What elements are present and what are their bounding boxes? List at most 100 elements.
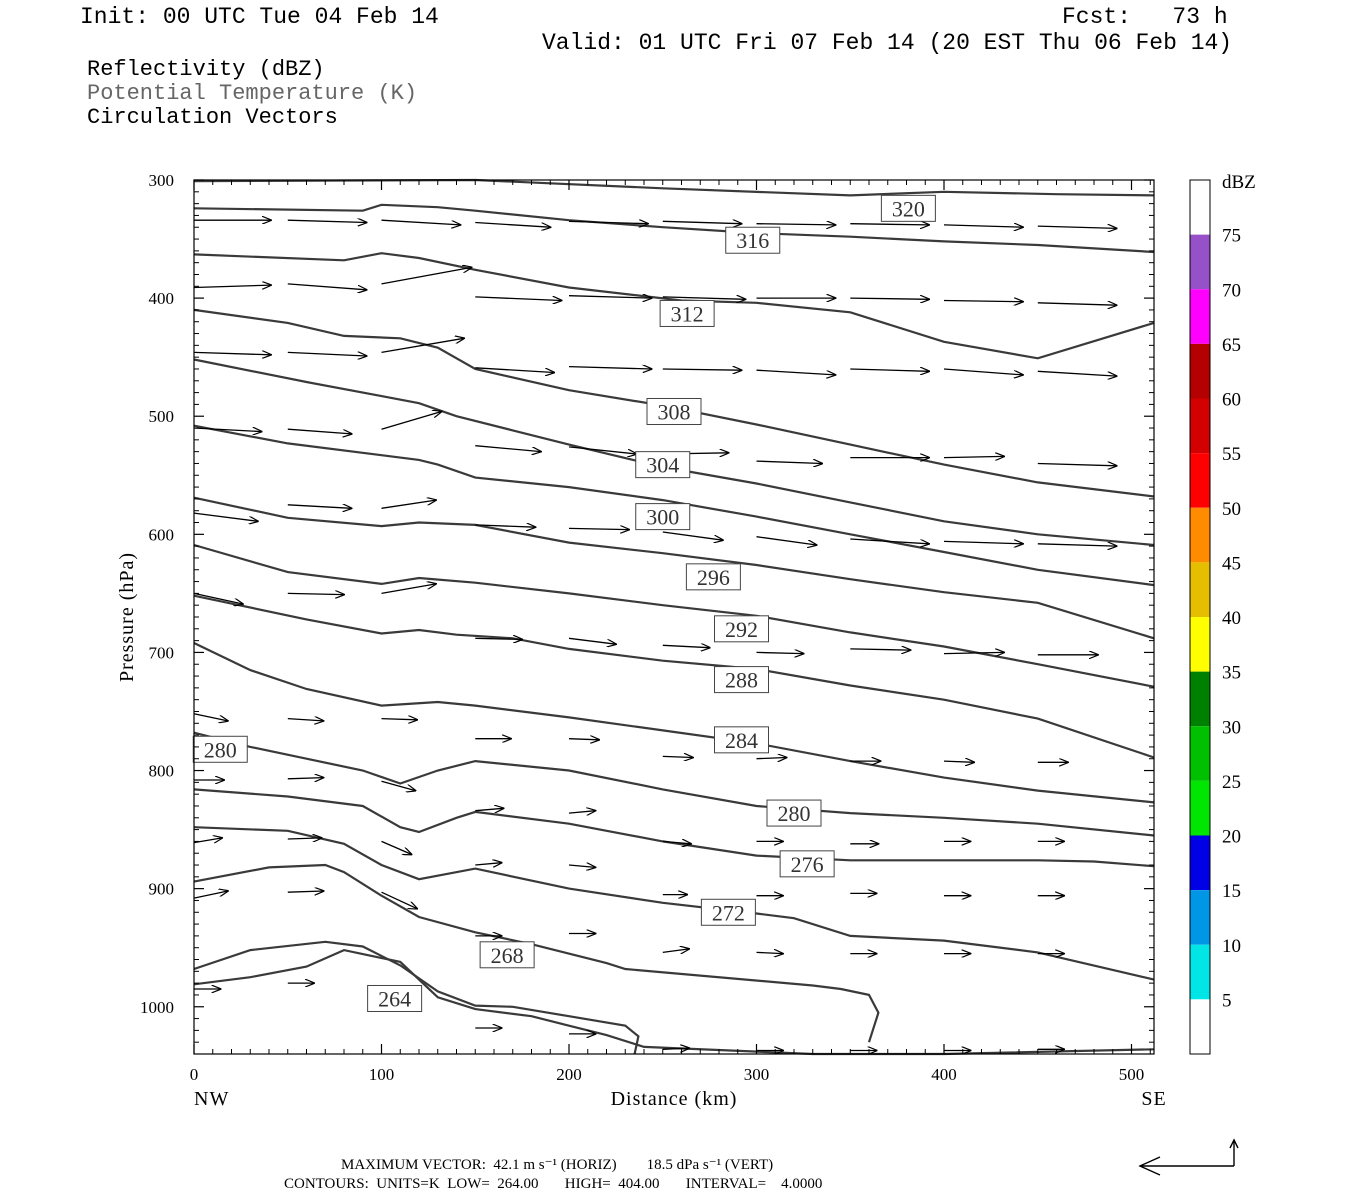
colorbar-level-label: 65 <box>1222 335 1241 356</box>
colorbar-swatch <box>1190 835 1210 891</box>
wind-vector <box>662 645 710 647</box>
y-axis-label: Pressure (hPa) <box>116 552 138 682</box>
wind-vector <box>662 221 742 223</box>
theta-contour-292 <box>193 543 1155 688</box>
contour-labels: 320 316 312 308 304 300 296 292 288 284 280 280 276 2… <box>192 194 936 1012</box>
x-tick-label: 200 <box>556 1065 582 1084</box>
contour-label: 312 <box>671 301 704 326</box>
wind-vector <box>381 719 418 720</box>
contour-label-box <box>192 735 248 763</box>
colorbar-level-label: 25 <box>1222 772 1241 793</box>
wind-vector <box>1037 303 1117 305</box>
contour-label-box <box>479 941 535 969</box>
y-tick-label: 1000 <box>140 998 174 1017</box>
wind-vector <box>287 719 324 721</box>
wind-vector <box>568 865 595 867</box>
wind-vector <box>287 838 322 839</box>
theta-contour-300 <box>193 424 1155 587</box>
colorbar-frame <box>1189 179 1211 1055</box>
contour-label: 316 <box>736 228 769 253</box>
contour-label: 276 <box>791 852 824 877</box>
wind-vector <box>756 758 787 759</box>
theta-contour-320 <box>193 178 1155 197</box>
contour-label: 288 <box>725 668 758 693</box>
contour-label: 304 <box>646 453 679 478</box>
colorbar-level-label: 10 <box>1222 936 1241 957</box>
contour-label: 300 <box>646 505 679 530</box>
colorbar-level-label: 40 <box>1222 608 1241 629</box>
x-tick-label: 500 <box>1119 1065 1145 1084</box>
theta-contours <box>193 178 1155 1056</box>
wind-vector <box>1037 544 1117 546</box>
wind-vector <box>850 649 910 650</box>
colorbar-level-label: 55 <box>1222 444 1241 465</box>
y-tick-label: 600 <box>149 525 175 544</box>
x-end-label-nw: NW <box>194 1088 229 1110</box>
contour-label: 320 <box>892 196 925 221</box>
theta-contour-316 <box>193 203 1155 254</box>
colorbar-swatch <box>1190 944 1210 1000</box>
wind-vector <box>1037 370 1117 376</box>
forecast-hour: Fcst: 73 h <box>1062 4 1228 30</box>
contour-label-box <box>685 563 741 591</box>
contour-info: CONTOURS: UNITS=K LOW= 264.00 HIGH= 404.… <box>284 1176 823 1192</box>
wind-vector <box>193 512 258 521</box>
wind-vector <box>381 891 418 909</box>
wind-vector <box>381 338 465 354</box>
colorbar-swatch <box>1190 780 1210 836</box>
colorbar-swatch <box>1190 507 1210 563</box>
colorbar-swatch <box>1190 453 1210 508</box>
x-tick-label: 300 <box>744 1065 770 1084</box>
wind-vector <box>662 1048 689 1049</box>
colorbar-swatch <box>1190 890 1210 945</box>
wind-vector <box>756 369 836 375</box>
wind-vector <box>381 584 436 595</box>
wind-vector <box>381 412 442 430</box>
wind-vector <box>287 428 352 434</box>
wind-vector <box>756 952 783 953</box>
colorbar-level-label: 45 <box>1222 553 1241 574</box>
wind-vector <box>662 297 746 299</box>
contour-label-box <box>714 615 769 643</box>
colorbar-swatch <box>1190 999 1210 1054</box>
wind-vector <box>943 541 1023 543</box>
axes: 300 400 500 600 700 800 900 1000 0 100 200 300 400 50… <box>140 171 1154 1084</box>
wind-vector <box>475 221 550 228</box>
colorbar-level-label: 15 <box>1222 881 1241 902</box>
contour-label: 292 <box>725 617 758 642</box>
theta-contour-272 <box>193 826 1155 981</box>
colorbar-level-label: 5 <box>1222 990 1232 1011</box>
wind-vector <box>943 368 1023 375</box>
y-tick-label: 700 <box>149 643 175 662</box>
wind-vector <box>475 863 501 865</box>
wind-vector <box>568 739 599 740</box>
y-tick-label: 900 <box>149 880 175 899</box>
contour-label: 308 <box>658 399 691 424</box>
x-end-label-se: SE <box>1141 1088 1166 1110</box>
x-tick-label: 400 <box>931 1065 957 1084</box>
y-tick-label: 500 <box>149 407 175 426</box>
wind-vector <box>193 285 271 287</box>
theta-contour-296 <box>193 496 1155 640</box>
wind-vector <box>850 538 929 544</box>
wind-vector <box>475 525 535 527</box>
colorbar-title: dBZ <box>1222 172 1256 193</box>
wind-vector <box>756 461 823 463</box>
wind-vector <box>475 367 554 373</box>
y-tick-label: 400 <box>149 289 175 308</box>
wind-vector <box>193 352 271 354</box>
colorbar-level-label: 50 <box>1222 499 1241 520</box>
valid-time: Valid: 01 UTC Fri 07 Feb 14 (20 EST Thu … <box>542 30 1233 56</box>
colorbar-level-label: 60 <box>1222 390 1241 411</box>
wind-vector <box>756 224 836 225</box>
wind-vector <box>662 531 723 540</box>
contour-label-box <box>779 850 835 878</box>
x-tick-label: 100 <box>369 1065 395 1084</box>
contour-label-box <box>725 226 781 254</box>
wind-vector <box>662 949 689 953</box>
wind-vector <box>568 637 616 644</box>
wind-vector <box>1037 464 1117 466</box>
wind-vector <box>193 592 243 604</box>
wind-vector <box>568 446 637 454</box>
